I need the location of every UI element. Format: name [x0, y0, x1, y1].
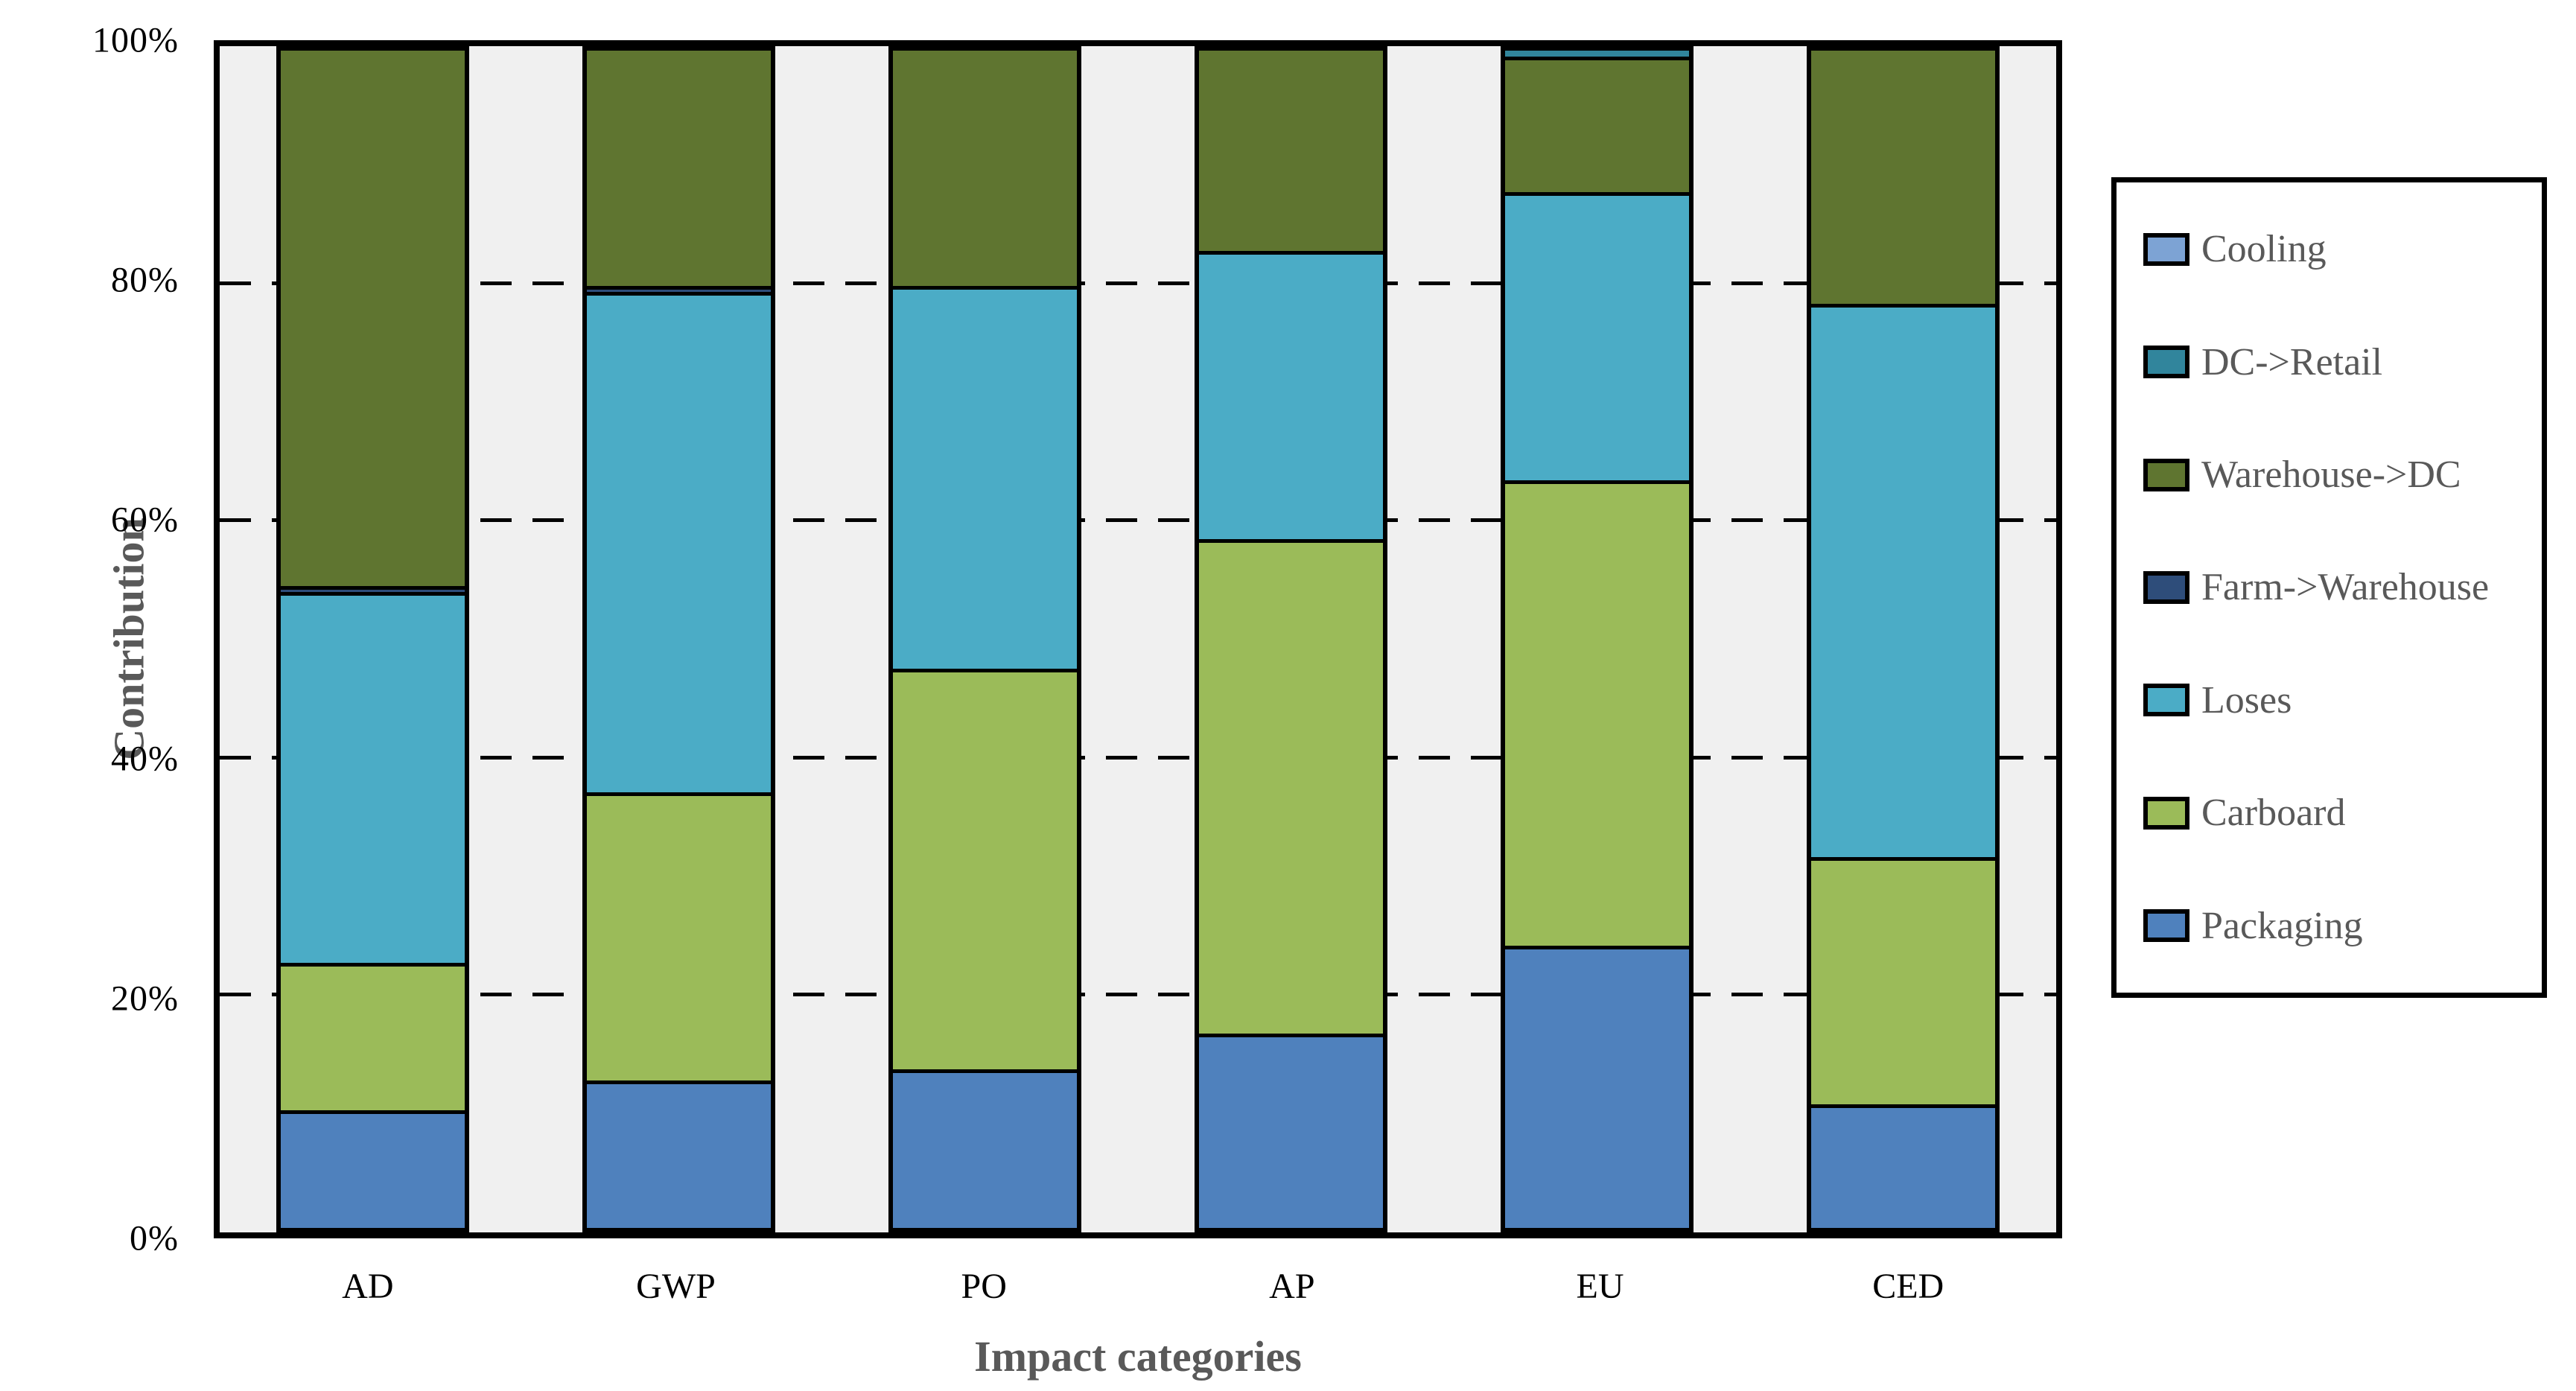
y-tick-label: 0% [130, 1218, 179, 1258]
bar-segment-Warehouse->DC-EU [1505, 56, 1689, 192]
bar-segment-Loses-EU [1505, 191, 1689, 481]
legend-label: Carboard [2201, 792, 2346, 835]
legend-swatch-Carboard [2143, 796, 2189, 830]
bar-column-PO [832, 46, 1138, 1232]
stacked-bar-EU [1501, 46, 1694, 1232]
bar-segment-Warehouse->DC-AP [1199, 51, 1383, 251]
legend-item-Packaging: Packaging [2143, 904, 2542, 948]
bar-column-AD [220, 46, 526, 1232]
bar-segment-Packaging-AD [281, 1110, 465, 1228]
x-axis-category-labels: AD GWP PO AP EU CED [214, 1266, 2062, 1325]
category-label-EU: EU [1576, 1267, 1624, 1306]
bar-segment-DC->Retail-EU [1505, 51, 1689, 57]
bar-segment-Warehouse->DC-GWP [587, 51, 771, 287]
legend-swatch-Cooling [2143, 232, 2189, 266]
y-tick-label: 40% [111, 739, 179, 779]
bar-segment-Farm->Warehouse-GWP [587, 286, 771, 293]
gridline-80 [220, 281, 2056, 285]
x-axis-title: Impact categories [974, 1332, 1302, 1381]
y-axis-tick-labels: 0% 20% 40% 60% 80% 100% [0, 21, 179, 1258]
y-tick-label: 80% [111, 260, 179, 300]
bar-segment-Warehouse->DC-AD [281, 51, 465, 587]
gridline-40 [220, 755, 2056, 760]
category-label-CED: CED [1872, 1267, 1944, 1306]
stacked-bar-PO [888, 46, 1081, 1232]
bar-column-EU [1444, 46, 1750, 1232]
legend-swatch-Loses [2143, 684, 2189, 717]
legend-item-Farm->Warehouse: Farm->Warehouse [2143, 565, 2542, 609]
stacked-bar-AD [276, 46, 469, 1232]
legend-label: Loses [2201, 678, 2292, 722]
bar-segment-Carboard-EU [1505, 480, 1689, 946]
stacked-bar-AP [1195, 46, 1387, 1232]
bar-column-GWP [526, 46, 832, 1232]
category-label-GWP: GWP [636, 1267, 716, 1306]
legend-label: Cooling [2201, 228, 2327, 271]
legend-box: Cooling DC->Retail Warehouse->DC Farm->Ware… [2111, 177, 2547, 998]
legend-label: Warehouse->DC [2201, 453, 2461, 497]
bar-segment-Packaging-EU [1505, 945, 1689, 1228]
legend-label: Packaging [2201, 904, 2363, 947]
bar-segment-Packaging-PO [893, 1069, 1077, 1228]
bar-column-AP [1138, 46, 1444, 1232]
bar-segment-Carboard-AD [281, 963, 465, 1110]
bar-segment-Warehouse->DC-PO [893, 51, 1077, 287]
bar-segment-Packaging-CED [1811, 1104, 1995, 1228]
legend-label: DC->Retail [2201, 340, 2383, 383]
bar-segment-Warehouse->DC-CED [1811, 51, 1995, 304]
gridline-20 [220, 993, 2056, 997]
stacked-bar-CED [1807, 46, 2000, 1232]
legend-swatch-Warehouse->DC [2143, 458, 2189, 491]
stacked-bar-GWP [582, 46, 775, 1232]
legend-label: Farm->Warehouse [2201, 566, 2490, 609]
legend-item-Warehouse->DC: Warehouse->DC [2143, 453, 2542, 497]
plot-area [214, 40, 2062, 1238]
gridline-60 [220, 518, 2056, 523]
bar-segment-Carboard-PO [893, 669, 1077, 1069]
bar-segment-Carboard-AP [1199, 539, 1383, 1034]
bar-segment-Carboard-GWP [587, 792, 771, 1081]
bar-segment-Loses-GWP [587, 292, 771, 792]
category-label-AP: AP [1269, 1267, 1315, 1306]
legend-item-DC->Retail: DC->Retail [2143, 340, 2542, 384]
bar-segment-Loses-CED [1811, 303, 1995, 857]
legend-item-Carboard: Carboard [2143, 791, 2542, 835]
legend-item-Loses: Loses [2143, 678, 2542, 722]
legend-swatch-Packaging [2143, 909, 2189, 943]
y-tick-label: 60% [111, 500, 179, 540]
legend-item-Cooling: Cooling [2143, 227, 2542, 271]
bar-segment-Farm->Warehouse-AD [281, 586, 465, 593]
bar-segment-Packaging-GWP [587, 1080, 771, 1228]
bar-segment-Packaging-AP [1199, 1034, 1383, 1228]
legend-swatch-Farm->Warehouse [2143, 570, 2189, 604]
bar-segment-Carboard-CED [1811, 856, 1995, 1104]
bar-segment-Loses-PO [893, 286, 1077, 669]
category-label-AD: AD [342, 1267, 394, 1306]
category-label-PO: PO [961, 1267, 1007, 1306]
y-tick-label: 100% [92, 20, 179, 60]
legend-swatch-DC->Retail [2143, 346, 2189, 379]
bar-segment-Loses-AD [281, 592, 465, 964]
y-tick-label: 20% [111, 978, 179, 1019]
bar-segment-Loses-AP [1199, 250, 1383, 540]
bar-column-CED [1750, 46, 2056, 1232]
